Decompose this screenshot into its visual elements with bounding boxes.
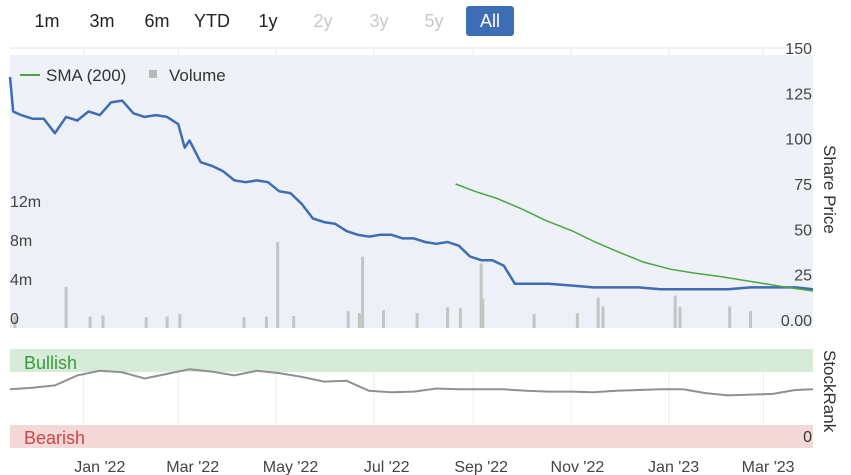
x-tick-label: Jan '23: [648, 459, 699, 475]
price-tick-label: 125: [785, 86, 812, 103]
volume-bar: [361, 256, 365, 328]
legend-volume-swatch: [149, 70, 157, 78]
bullish-label: Bullish: [24, 353, 77, 373]
legend: SMA (200) Volume: [20, 66, 226, 85]
volume-tick-label: 12m: [10, 194, 41, 211]
bearish-band: [10, 425, 813, 448]
x-tick-label: Jan '22: [74, 459, 125, 475]
price-tick-label: 25: [794, 268, 812, 285]
volume-bar: [382, 310, 385, 329]
stockrank-line: [9, 368, 814, 397]
range-button-1y[interactable]: 1y: [258, 11, 278, 31]
volume-tick-label: 4m: [10, 272, 32, 289]
volume-bar: [13, 316, 17, 328]
volume-bar: [276, 242, 280, 328]
volume-bar: [458, 308, 462, 328]
volume-bar: [165, 316, 169, 328]
stockrank-axis-title: StockRank: [820, 350, 839, 433]
x-tick-label: Mar '22: [166, 459, 219, 475]
price-tick-label: 75: [794, 177, 812, 194]
stockrank-scale-zero: 0: [803, 429, 812, 446]
volume-bar: [481, 298, 485, 328]
volume-bar: [479, 263, 483, 328]
volume-bar: [64, 286, 68, 328]
x-tick-label: May '22: [263, 459, 319, 475]
volume-bars: [13, 242, 752, 329]
range-button-all[interactable]: All: [466, 6, 514, 36]
range-button-1m[interactable]: 1m: [34, 11, 60, 31]
price-tick-label: 150: [785, 41, 812, 58]
volume-bar: [678, 307, 682, 328]
volume-bar: [88, 316, 92, 328]
volume-bar: [446, 307, 450, 328]
volume-tick-label: 0: [10, 311, 19, 328]
volume-bar: [532, 314, 536, 328]
range-button-3y[interactable]: 3y: [369, 11, 389, 31]
volume-bar: [292, 316, 296, 328]
range-button-ytd[interactable]: YTD: [194, 11, 230, 31]
bullish-band: [10, 349, 813, 372]
price-area: [8, 76, 814, 328]
sma-line-group: [455, 183, 814, 292]
volume-bar: [144, 317, 148, 328]
price-tick-label: 100: [785, 132, 812, 149]
range-button-3m[interactable]: 3m: [89, 11, 115, 31]
volume-tick-label: 8m: [10, 233, 32, 250]
volume-bar: [357, 313, 361, 328]
volume-bar: [575, 313, 579, 328]
volume-bar: [415, 313, 419, 328]
price-tick-label: 0.00: [781, 313, 812, 330]
volume-bar: [264, 316, 268, 328]
volume-bar: [601, 306, 605, 328]
axis-labels: 0.00 25 50 75 100 125 150 0 4m 8m 12m: [10, 41, 812, 330]
volume-bar: [178, 314, 182, 328]
x-tick-label: Jul '22: [364, 459, 410, 475]
stockrank-group: [9, 368, 814, 397]
price-area-fill: [10, 77, 813, 328]
range-button-6m[interactable]: 6m: [144, 11, 170, 31]
volume-bar: [673, 295, 677, 328]
x-tick-label: Nov '22: [551, 459, 605, 475]
price-tick-label: 50: [794, 222, 812, 239]
sma-line: [455, 183, 814, 292]
volume-bar: [749, 311, 752, 328]
x-tick-label: Sep '22: [454, 459, 508, 475]
volume-bar: [101, 315, 105, 328]
legend-sma-label[interactable]: SMA (200): [46, 66, 126, 85]
share-price-axis-title: Share Price: [820, 145, 839, 234]
range-button-5y[interactable]: 5y: [424, 11, 444, 31]
volume-bar: [728, 306, 732, 328]
x-axis-labels: Jan '22 Mar '22 May '22 Jul '22 Sep '22 Nov '…: [74, 459, 794, 475]
bearish-label: Bearish: [24, 428, 85, 448]
x-tick-label: Mar '23: [742, 459, 795, 475]
range-button-2y[interactable]: 2y: [313, 11, 333, 31]
price-line: [8, 76, 814, 291]
range-selector: 1m 3m 6m YTD 1y 2y 3y 5y All: [0, 0, 851, 40]
legend-volume-label[interactable]: Volume: [169, 66, 226, 85]
volume-bar: [242, 317, 246, 328]
volume-bar: [346, 311, 350, 328]
volume-bar: [596, 297, 600, 328]
